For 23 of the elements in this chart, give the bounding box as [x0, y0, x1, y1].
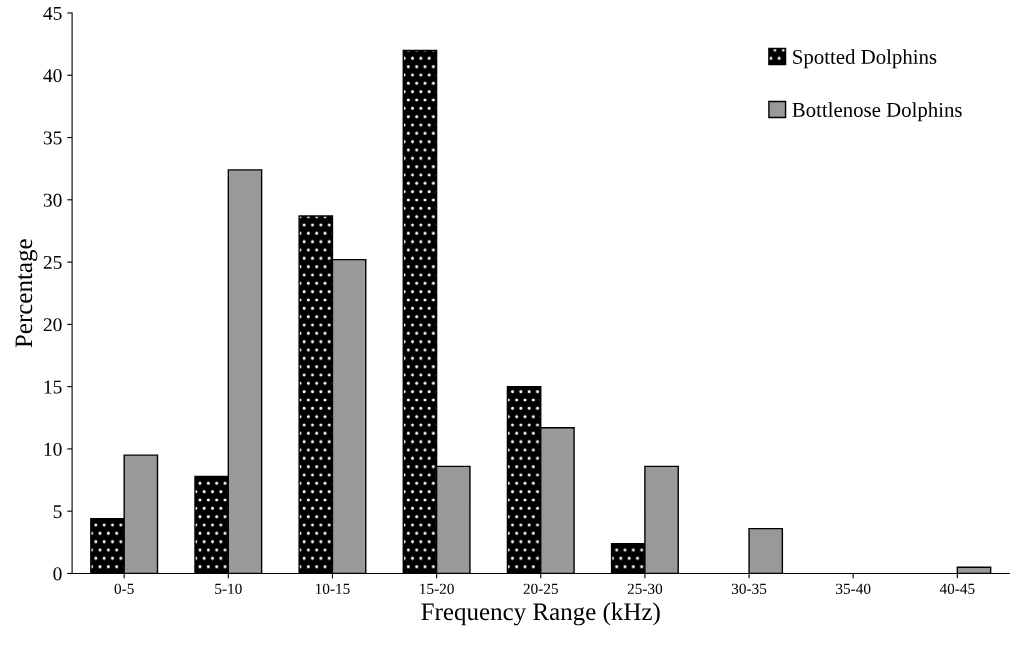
legend-label: Spotted Dolphins — [793, 49, 937, 69]
y-axis-title: Percentage — [15, 239, 38, 348]
y-tick-label: 10 — [44, 442, 62, 456]
x-axis-title: Frequency Range (kHz) — [421, 602, 660, 626]
x-tick-label: 15-20 — [420, 583, 454, 594]
x-tick-label: 25-30 — [627, 583, 663, 594]
x-tick-label: 30-35 — [731, 583, 767, 594]
x-tick-label: 5-10 — [215, 583, 242, 594]
y-tick-label: 40 — [43, 69, 62, 83]
x-tick-label: 0-5 — [114, 583, 134, 594]
x-tick-label: 20-25 — [523, 583, 558, 594]
x-tick-label: 40-45 — [939, 583, 975, 594]
y-tick-label: 35 — [43, 131, 62, 145]
y-tick-label: 5 — [53, 505, 62, 519]
x-tick-label: 10-15 — [315, 583, 350, 594]
y-tick-label: 45 — [43, 6, 62, 20]
y-tick-label: 0 — [53, 567, 62, 581]
y-tick-label: 30 — [43, 193, 62, 207]
legend-label: Bottlenose Dolphins — [792, 102, 962, 122]
y-tick-label: 20 — [43, 318, 62, 332]
x-tick-label: 35-40 — [836, 583, 871, 594]
y-tick-label: 15 — [44, 380, 62, 394]
y-tick-label: 25 — [43, 255, 62, 270]
